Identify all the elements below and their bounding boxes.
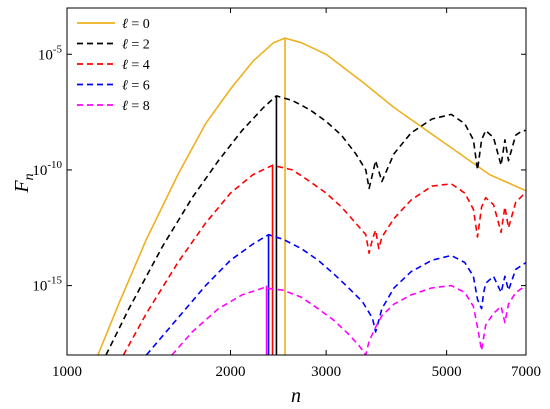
ticks-layer: 1000 2000 3000 5000 7000 10-15 10-10 10-5 bbox=[32, 8, 541, 380]
x-tick-label: 5000 bbox=[432, 364, 462, 380]
series-line-1 bbox=[105, 95, 526, 355]
series-line-3 bbox=[145, 233, 526, 355]
y-tick-label: 10-15 bbox=[32, 275, 62, 295]
y-tick-label: 10-10 bbox=[32, 159, 62, 179]
legend-label-1: ℓ = 2 bbox=[122, 38, 150, 53]
legend-label-3: ℓ = 6 bbox=[122, 79, 150, 94]
plot-frame bbox=[66, 7, 527, 356]
series-line-0 bbox=[97, 37, 526, 355]
x-tick-label: 3000 bbox=[311, 364, 341, 380]
x-tick-label: 2000 bbox=[215, 364, 245, 380]
x-tick-label: 1000 bbox=[52, 364, 82, 380]
series-layer bbox=[97, 37, 526, 355]
legend: ℓ = 0 ℓ = 2 ℓ = 4 ℓ = 6 ℓ = 8 bbox=[72, 12, 180, 125]
legend-label-4: ℓ = 8 bbox=[122, 99, 150, 114]
y-tick-label: 10-5 bbox=[38, 43, 63, 63]
y-axis-title: Fn bbox=[11, 173, 37, 193]
legend-label-2: ℓ = 4 bbox=[122, 58, 150, 73]
series-line-2 bbox=[122, 164, 526, 355]
series-line-4 bbox=[171, 284, 526, 355]
x-axis-title: n bbox=[291, 385, 301, 407]
x-tick-label: 7000 bbox=[511, 364, 541, 380]
legend-label-0: ℓ = 0 bbox=[122, 17, 150, 32]
